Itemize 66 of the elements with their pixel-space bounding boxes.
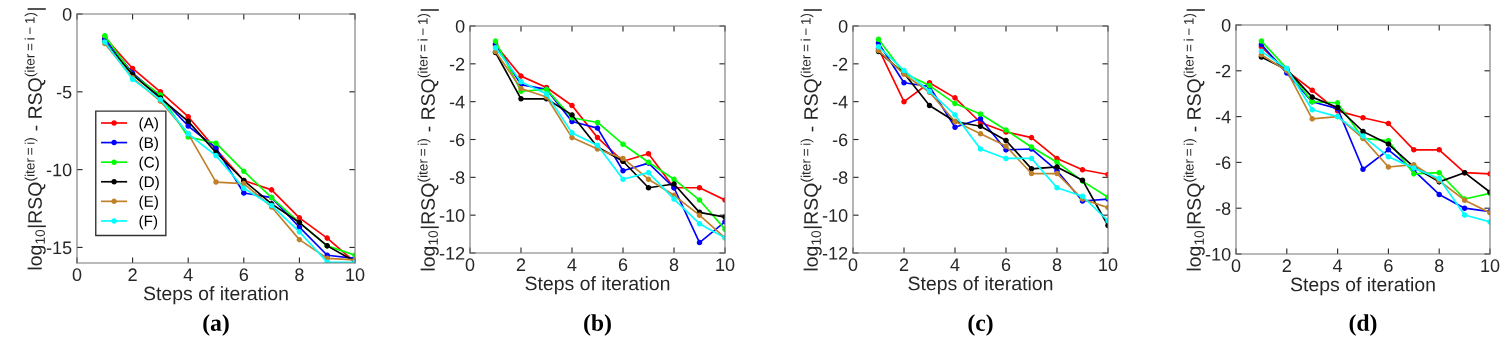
y-tick-label: 0 [62,7,72,21]
x-tick-label: 8 [669,258,679,272]
y-tick-label: -4 [1215,110,1231,124]
text: (d) [1349,314,1377,336]
x-axis-title: Steps of iteration [143,286,288,305]
legend-label: (B) [139,136,158,152]
x-tick-label: 2 [516,258,526,271]
y-tick-label: -10 [439,209,465,222]
y-tick-label: 0 [1221,18,1231,32]
y-tick-label: -4 [832,95,848,109]
text: (c) [968,314,993,336]
x-tick-label: 8 [1434,259,1444,273]
y-tick-label: -12 [822,246,848,260]
x-tick-label: 8 [1052,258,1062,272]
y-tick-label: -12 [439,246,465,260]
y-tick-label: -4 [449,95,465,109]
x-tick-label: 4 [950,258,960,271]
y-tick-label: -10 [822,209,848,222]
y-tick-label: -6 [1215,156,1231,170]
y-axis-title: log$_{10}$|RSQ$^{(iter=i)}$ - RSQ$^{(iter=i−1)}$| [24,8,46,270]
x-tick-label: 10 [346,268,365,282]
x-tick-label: 8 [295,268,304,282]
y-tick-label: -2 [449,57,465,71]
x-axis-title: Steps of iteration [525,276,670,295]
x-tick-label: 0 [1231,259,1241,273]
x-tick-label: 4 [567,258,577,271]
y-tick-label: -6 [449,133,465,147]
y-tick-label: -6 [832,133,848,147]
y-axis-title: log$_{10}$|RSQ$^{(iter=i)}$ - RSQ$^{(iter=i−1)}$| [417,9,439,271]
y-tick-label: -2 [1215,64,1231,78]
y-tick-label: -2 [832,57,848,71]
x-tick-label: 2 [899,258,909,271]
x-tick-label: 6 [239,268,249,282]
x-tick-label: 4 [183,268,193,281]
x-tick-label: 2 [1282,259,1291,272]
y-tick-label: -8 [832,171,848,185]
legend-label: (F) [139,215,158,230]
y-axis-title: log$_{10}$|RSQ$^{(iter=i)}$ - RSQ$^{(iter=i−1)}$| [1183,9,1205,271]
x-tick-label: 6 [1384,259,1393,273]
x-tick-label: 0 [72,268,82,282]
y-tick-label: -15 [46,241,72,255]
x-tick-label: 0 [848,258,858,272]
y-tick-label: -10 [1205,247,1231,261]
legend-label: (A) [139,117,158,132]
y-tick-label: -10 [46,163,72,177]
x-tick-label: 10 [1099,258,1118,272]
text: (a) [203,314,229,336]
y-axis-title: log$_{10}$|RSQ$^{(iter=i)}$ - RSQ$^{(iter=i−1)}$| [800,9,822,271]
legend-label: (C) [139,156,159,171]
x-tick-label: 6 [1001,258,1011,272]
x-tick-label: 6 [618,258,628,272]
x-axis-title: Steps of iteration [908,276,1053,295]
legend-label: (E) [139,195,158,210]
x-tick-label: 10 [1481,259,1500,273]
legend-label: (D) [139,176,159,191]
y-tick-label: -5 [56,85,72,99]
text: (b) [584,314,611,336]
x-tick-label: 4 [1332,259,1343,272]
y-tick-label: 0 [455,19,465,33]
x-tick-label: 10 [716,258,735,272]
y-tick-label: -8 [449,171,465,185]
y-tick-label: -8 [1215,202,1231,215]
y-tick-label: 0 [838,19,848,33]
x-tick-label: 0 [465,258,475,272]
x-tick-label: 2 [128,268,137,281]
x-axis-title: Steps of iteration [1290,277,1435,296]
